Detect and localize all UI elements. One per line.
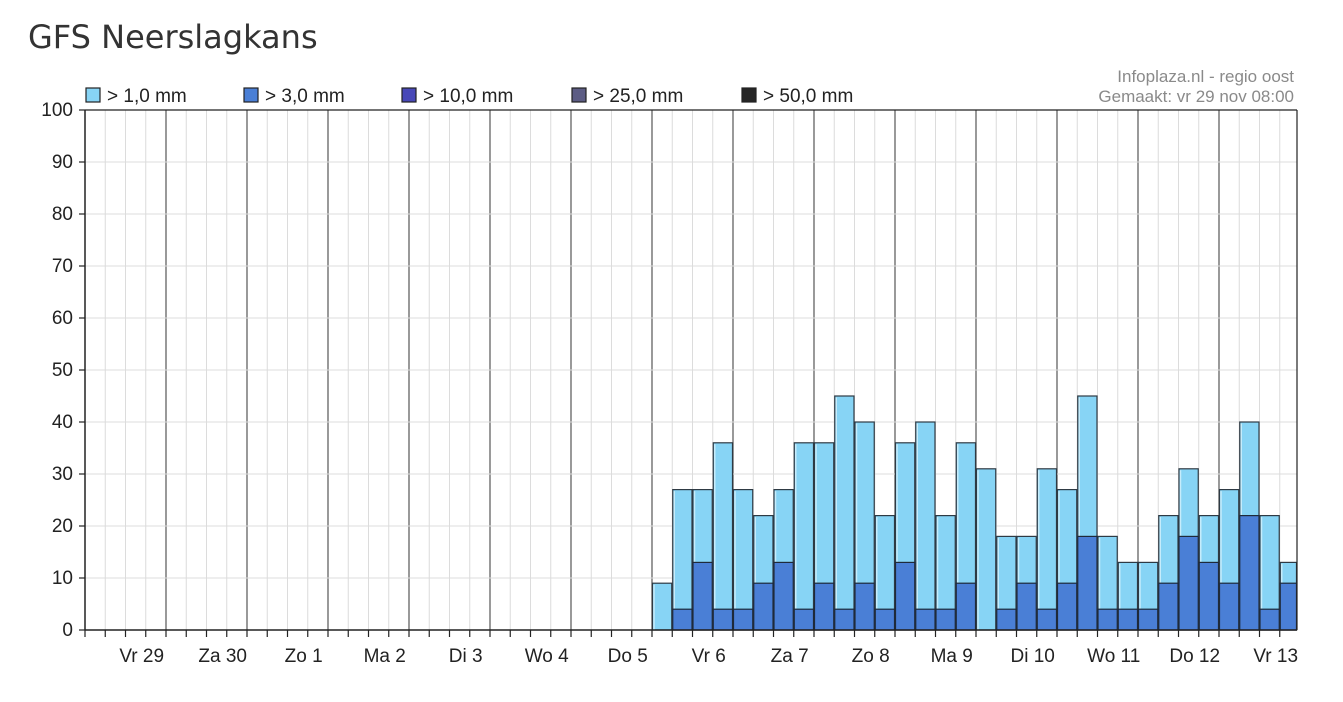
- page-title: GFS Neerslagkans: [28, 18, 318, 56]
- bar-gt-3mm: [854, 582, 875, 631]
- bar-gt-3mm: [1036, 608, 1058, 631]
- bar-gt-3mm: [1117, 608, 1139, 631]
- y-tick-label: 50: [52, 360, 73, 381]
- legend: > 1,0 mm > 3,0 mm > 10,0 mm > 25,0 mm > 50,0…: [85, 86, 853, 107]
- x-day-label: Ma 9: [931, 646, 973, 667]
- bar-gt-3mm: [1178, 535, 1199, 631]
- y-tick-label: 0: [62, 620, 73, 641]
- y-tick-label: 30: [52, 464, 73, 485]
- y-tick-label: 20: [52, 516, 73, 537]
- bar-gt-3mm: [1097, 608, 1118, 631]
- bar-gt-3mm: [1218, 582, 1240, 631]
- bar-gt-3mm: [712, 608, 734, 631]
- x-day-label: Vr 13: [1253, 646, 1298, 667]
- x-day-label: Ma 2: [364, 646, 406, 667]
- bar-gt-3mm: [1158, 582, 1179, 631]
- legend-swatch: [741, 87, 757, 103]
- x-day-label: Do 12: [1169, 646, 1220, 667]
- bars-layer: [651, 395, 1298, 631]
- bar-gt-1mm: [975, 468, 997, 631]
- legend-label: > 25,0 mm: [593, 86, 683, 107]
- y-tick-label: 100: [41, 100, 73, 121]
- x-day-label: Di 3: [449, 646, 483, 667]
- x-day-label: Vr 29: [119, 646, 164, 667]
- y-tick-label: 70: [52, 256, 73, 277]
- bar-gt-3mm: [1239, 514, 1260, 631]
- bar-gt-1mm: [915, 421, 936, 631]
- bar-gt-3mm: [813, 582, 835, 631]
- legend-swatch: [243, 87, 259, 103]
- bar-gt-1mm: [651, 582, 673, 631]
- bar-gt-3mm: [732, 608, 754, 631]
- y-tick-label: 10: [52, 568, 73, 589]
- bar-gt-3mm: [1016, 582, 1037, 631]
- bar-gt-3mm: [834, 608, 855, 631]
- x-day-label: Za 30: [198, 646, 247, 667]
- bar-gt-3mm: [1259, 608, 1280, 631]
- bar-gt-3mm: [1137, 608, 1159, 631]
- x-day-label: Vr 6: [692, 646, 726, 667]
- x-day-label: Wo 11: [1087, 646, 1140, 667]
- legend-swatch: [571, 87, 587, 103]
- bar-gt-3mm: [935, 608, 956, 631]
- y-tick-label: 90: [52, 152, 73, 173]
- bar-gt-3mm: [692, 561, 713, 631]
- bar-gt-3mm: [1077, 535, 1098, 631]
- bar-gt-3mm: [996, 608, 1017, 631]
- bar-gt-3mm: [1056, 582, 1078, 631]
- bar-gt-1mm: [712, 442, 734, 631]
- bar-gt-3mm: [894, 561, 916, 631]
- x-day-label: Wo 4: [525, 646, 569, 667]
- x-day-label: Di 10: [1011, 646, 1055, 667]
- legend-swatch: [401, 87, 417, 103]
- bar-gt-3mm: [874, 608, 896, 631]
- bar-gt-3mm: [1198, 561, 1220, 631]
- axis-layer: 0 10 20 30 40 50 60 70 80 90 100 Vr 29 Za 30 Zo 1 Ma 2…: [41, 100, 1298, 667]
- y-tick-label: 80: [52, 204, 73, 225]
- legend-label: > 50,0 mm: [763, 86, 853, 107]
- x-day-label: Do 5: [608, 646, 648, 667]
- bar-gt-1mm: [834, 395, 855, 631]
- x-day-label: Zo 8: [852, 646, 890, 667]
- bar-gt-3mm: [1279, 582, 1298, 631]
- y-tick-label: 60: [52, 308, 73, 329]
- bar-gt-3mm: [773, 561, 794, 631]
- bar-gt-3mm: [793, 608, 815, 631]
- legend-label: > 3,0 mm: [265, 86, 345, 107]
- legend-swatch: [85, 87, 101, 103]
- bar-gt-3mm: [955, 582, 977, 631]
- created-label: Gemaakt: vr 29 nov 08:00: [1098, 87, 1294, 106]
- x-day-label: Za 7: [771, 646, 809, 667]
- bar-gt-1mm: [793, 442, 815, 631]
- bar-gt-1mm: [1036, 468, 1058, 631]
- source-label: Infoplaza.nl - regio oost: [1117, 67, 1294, 86]
- legend-label: > 10,0 mm: [423, 86, 513, 107]
- bar-gt-3mm: [915, 608, 936, 631]
- legend-label: > 1,0 mm: [107, 86, 187, 107]
- bar-gt-3mm: [672, 608, 693, 631]
- bar-gt-3mm: [753, 582, 774, 631]
- x-day-label: Zo 1: [285, 646, 323, 667]
- y-tick-label: 40: [52, 412, 73, 433]
